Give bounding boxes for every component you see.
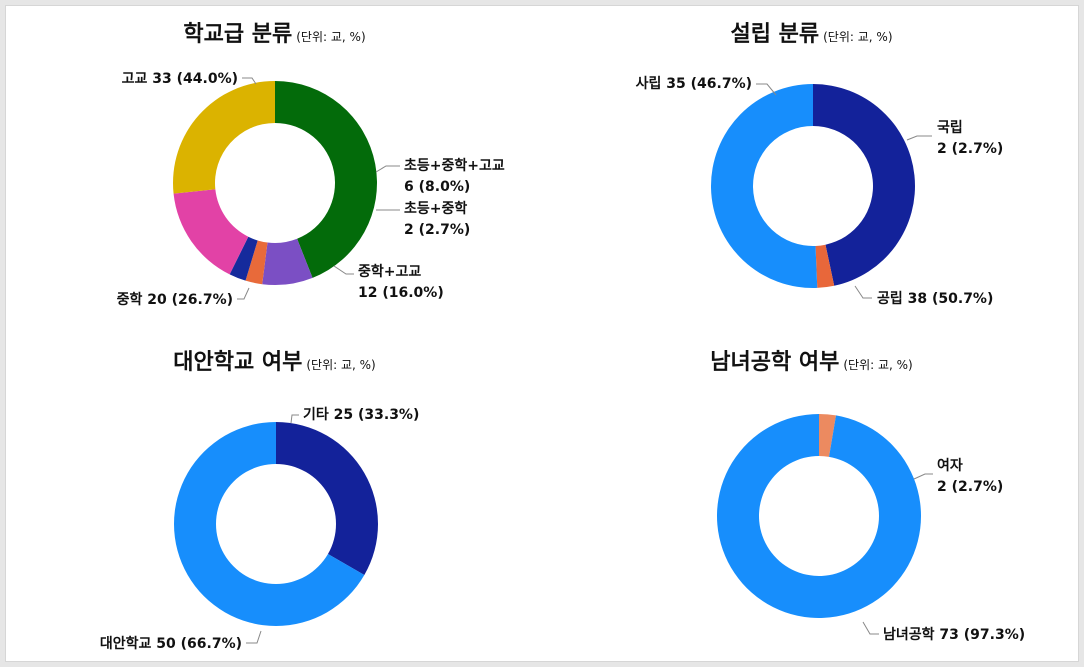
leader-line (290, 414, 299, 424)
data-label-line: 중학+고교 (358, 264, 421, 280)
data-label-line: 여자 (937, 457, 963, 474)
chart-unit-text: (단위: 교, %) (823, 30, 893, 44)
data-label: 남녀공학 73 (97.3%) (883, 626, 1025, 643)
donut-chart: 기타 25 (33.3%) 대안학교 50 (66.7%) (100, 407, 419, 652)
chart-title-text: 학교급 분류 (183, 22, 293, 47)
data-label: 고교 33 (44.0%) (122, 71, 238, 87)
data-label: 초등+중학 2 (2.7%) (404, 201, 470, 238)
data-label: 대안학교 50 (66.7%) (100, 635, 242, 652)
data-label-line: 국립 (937, 120, 963, 136)
data-label-line: 2 (2.7%) (937, 479, 1003, 495)
chart-unit-text: (단위: 교, %) (843, 358, 913, 372)
leader-line (854, 285, 872, 299)
panel-alternative-school: 대안학교 여부 (단위: 교, %) 기타 25 (33.3%) 대안학교 50 (… (6, 334, 543, 662)
data-label: 공립 38 (50.7%) (877, 291, 993, 307)
chart-title: 학교급 분류 (단위: 교, %) (6, 16, 543, 48)
leader-line (237, 287, 250, 300)
chart-unit-text: (단위: 교, %) (306, 358, 376, 372)
chart-title: 남녀공학 여부 (단위: 교, %) (543, 344, 1080, 376)
donut-slice-5 (173, 81, 275, 194)
panel-school-level: 학교급 분류 (단위: 교, %) 고교 33 (44.0%) 초등+중학+고교 6 … (6, 6, 543, 334)
donut-slice-1 (262, 238, 313, 286)
data-label-line: 공립 38 (50.7%) (877, 291, 993, 307)
leader-line (333, 265, 354, 275)
chart-frame: 학교급 분류 (단위: 교, %) 고교 33 (44.0%) 초등+중학+고교 6 … (5, 5, 1079, 662)
chart-title-text: 설립 분류 (730, 22, 820, 47)
data-label-line: 2 (2.7%) (404, 222, 470, 238)
data-label-line: 초등+중학 (404, 201, 467, 217)
data-label: 초등+중학+고교 6 (8.0%) (404, 158, 505, 195)
donut-slice-0 (819, 414, 837, 457)
chart-unit-text: (단위: 교, %) (296, 30, 366, 44)
donut-slice-0 (276, 422, 378, 575)
data-label: 사립 35 (46.7%) (636, 76, 752, 92)
data-label-line: 6 (8.0%) (404, 179, 470, 195)
data-label: 중학+고교 12 (16.0%) (358, 264, 444, 301)
donut-slice-2 (710, 84, 818, 288)
leader-line (862, 621, 879, 635)
donut-slice-2 (245, 240, 268, 285)
data-label-line: 12 (16.0%) (358, 285, 444, 301)
donut-slice-unlabeled-3 (229, 236, 258, 281)
donut-slice-0 (813, 84, 916, 286)
chart-title-text: 대안학교 여부 (173, 350, 303, 375)
data-label-line: 기타 25 (33.3%) (303, 407, 419, 423)
panel-establishment: 설립 분류 (단위: 교, %) 사립 35 (46.7%) 국립 2 (2.7%) 공… (543, 6, 1080, 334)
panel-coeducation: 남녀공학 여부 (단위: 교, %) 여자 2 (2.7%) 남녀공학 73 (97.… (543, 334, 1080, 662)
leader-line (756, 83, 777, 96)
data-label-line: 사립 35 (46.7%) (636, 76, 752, 92)
chart-title: 대안학교 여부 (단위: 교, %) (6, 344, 543, 376)
data-label-line: 남녀공학 73 (97.3%) (883, 626, 1025, 643)
donut-chart: 사립 35 (46.7%) 국립 2 (2.7%) 공립 38 (50.7%) (636, 76, 1004, 307)
data-label-line: 2 (2.7%) (937, 141, 1003, 157)
chart-title-text: 남녀공학 여부 (710, 350, 840, 375)
data-label: 중학 20 (26.7%) (117, 292, 233, 308)
leader-line (246, 630, 262, 644)
donut-slice-1 (815, 244, 835, 288)
donut-slice-4 (173, 189, 249, 275)
leader-line (242, 77, 257, 85)
data-label-line: 고교 33 (44.0%) (122, 71, 238, 87)
donut-slice-1 (716, 414, 921, 618)
data-label-line: 초등+중학+고교 (404, 158, 505, 174)
leader-line (375, 165, 400, 173)
leader-line (906, 135, 932, 141)
data-label: 기타 25 (33.3%) (303, 407, 419, 423)
data-label: 여자 2 (2.7%) (937, 457, 1003, 495)
leader-line (913, 473, 933, 480)
chart-title: 설립 분류 (단위: 교, %) (543, 16, 1080, 48)
data-label: 국립 2 (2.7%) (937, 120, 1003, 157)
donut-slice-1 (174, 422, 365, 626)
donut-chart: 고교 33 (44.0%) 초등+중학+고교 6 (8.0%) 초등+중학 2 (2.7… (117, 71, 505, 308)
data-label-line: 대안학교 50 (66.7%) (100, 635, 242, 652)
data-label-line: 중학 20 (26.7%) (117, 292, 233, 308)
donut-chart: 여자 2 (2.7%) 남녀공학 73 (97.3%) (716, 414, 1025, 643)
donut-slice-0 (275, 81, 377, 278)
